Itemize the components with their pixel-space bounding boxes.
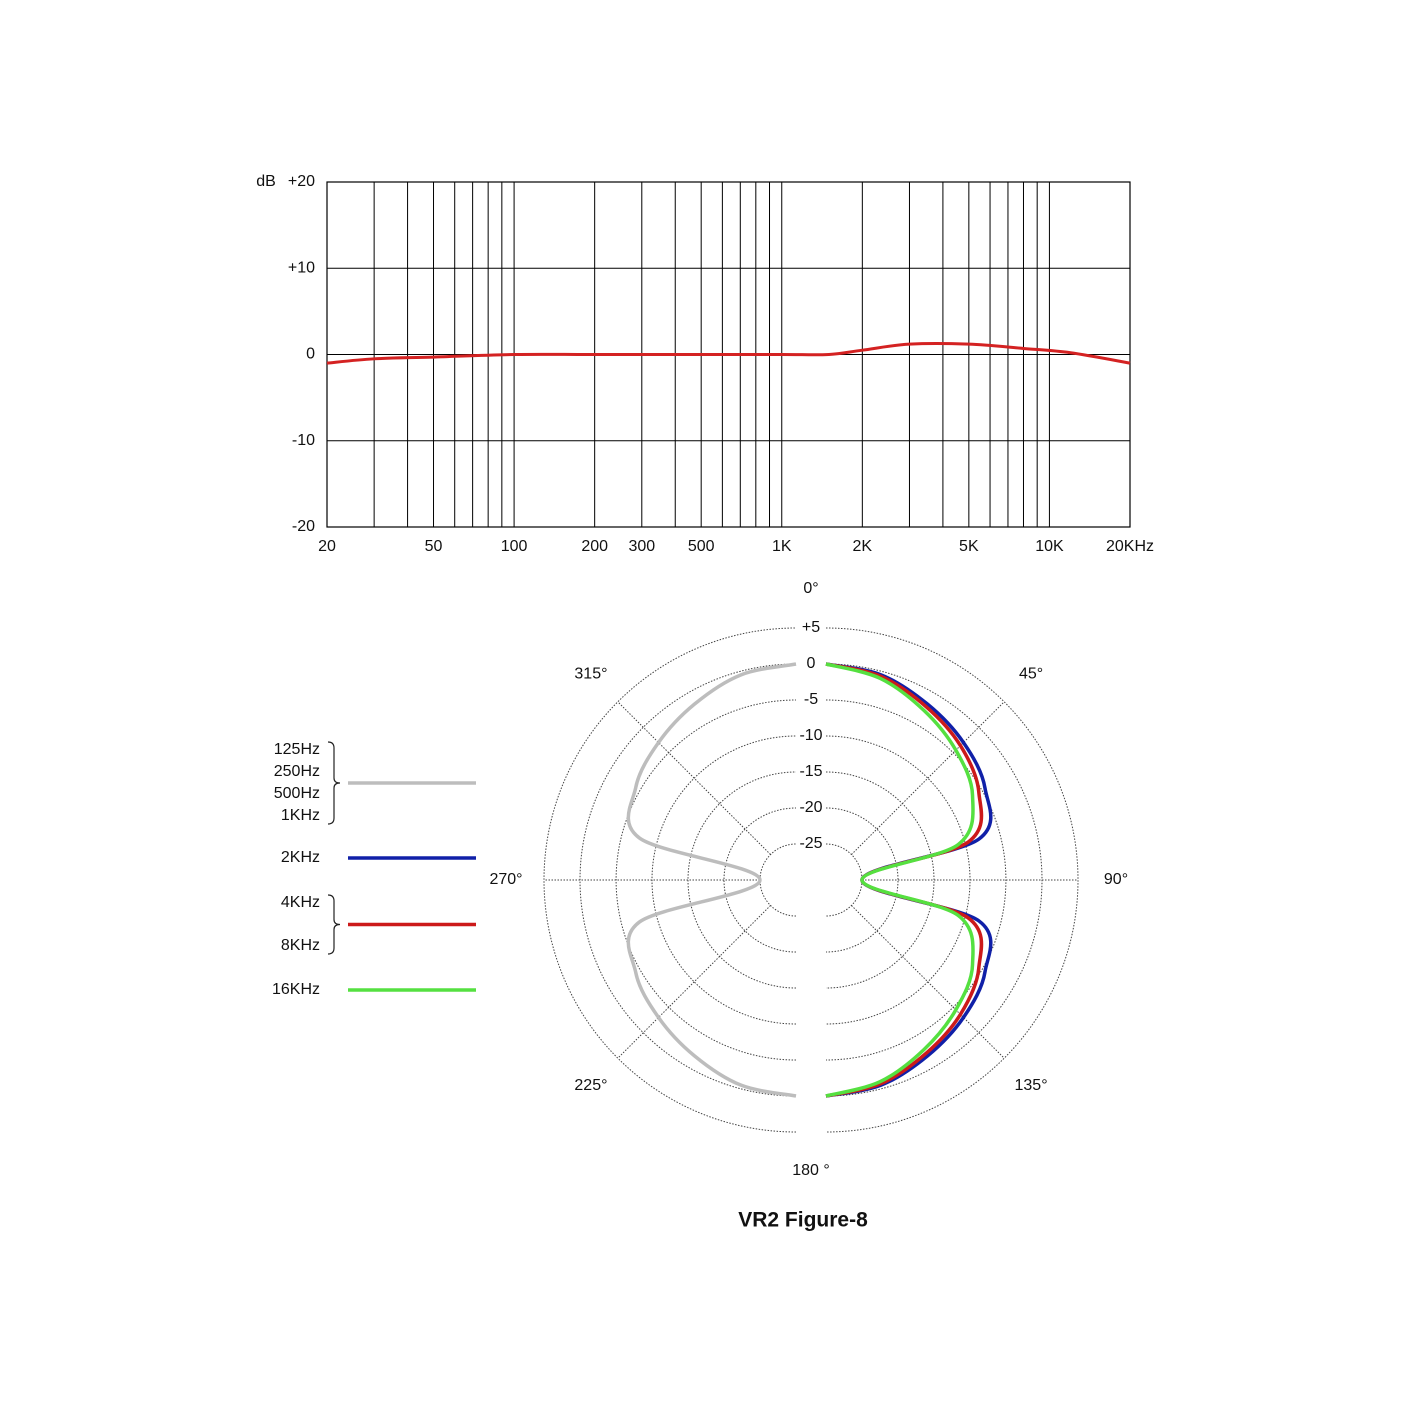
legend-label: 2KHz <box>281 849 320 866</box>
theta-tick-label: 0° <box>803 580 818 597</box>
x-tick-label: 500 <box>688 538 715 555</box>
legend-brace <box>327 741 341 825</box>
theta-tick-label: 90° <box>1104 871 1128 888</box>
legend-label: 16KHz <box>272 981 320 998</box>
x-tick-label: 50 <box>425 538 443 555</box>
legend-label: 125Hz <box>274 741 320 758</box>
r-tick-label: -20 <box>799 799 822 816</box>
r-tick-label: -25 <box>799 835 822 852</box>
polar-title: VR2 Figure-8 <box>738 1209 868 1232</box>
grid-spoke <box>851 701 1005 855</box>
grid-ring <box>543 627 1079 1133</box>
response-line <box>326 342 1131 365</box>
x-tick-label: 2K <box>853 538 873 555</box>
y-tick-label: -10 <box>292 432 315 449</box>
x-tick-label: 20KHz <box>1106 538 1154 555</box>
grid-spoke <box>617 701 771 855</box>
x-tick-label: 1K <box>772 538 792 555</box>
x-tick-label: 100 <box>501 538 528 555</box>
r-tick-label: +5 <box>802 619 820 636</box>
theta-tick-label: 315° <box>574 665 607 682</box>
polar-curve <box>825 662 975 1098</box>
grid-ring <box>759 843 863 917</box>
r-tick-label: 0 <box>807 655 816 672</box>
legend-label: 500Hz <box>274 785 320 802</box>
r-tick-label: -5 <box>804 691 818 708</box>
grid-spoke <box>851 905 1005 1059</box>
legend-brace <box>327 894 341 955</box>
legend-label: 8KHz <box>281 937 320 954</box>
theta-tick-label: 180 ° <box>792 1162 830 1179</box>
legend-label: 250Hz <box>274 763 320 780</box>
x-tick-label: 20 <box>318 538 336 555</box>
grid-spoke <box>617 905 771 1059</box>
legend-label: 4KHz <box>281 894 320 911</box>
y-axis-label: dB <box>256 173 276 190</box>
grid-ring <box>615 699 1007 1061</box>
y-tick-label: 0 <box>306 346 315 363</box>
legend-label: 1KHz <box>281 807 320 824</box>
theta-tick-label: 135° <box>1015 1077 1048 1094</box>
polar-curve <box>626 662 797 1098</box>
theta-tick-label: 45° <box>1019 665 1043 682</box>
y-tick-label: +10 <box>288 259 315 276</box>
x-tick-label: 200 <box>581 538 608 555</box>
x-tick-label: 300 <box>628 538 655 555</box>
r-tick-label: -15 <box>799 763 822 780</box>
grid-ring <box>723 807 899 953</box>
theta-tick-label: 225° <box>574 1077 607 1094</box>
y-tick-label: -20 <box>292 518 315 535</box>
theta-tick-label: 270° <box>489 871 522 888</box>
x-tick-label: 10K <box>1035 538 1064 555</box>
r-tick-label: -10 <box>799 727 822 744</box>
x-tick-label: 5K <box>959 538 979 555</box>
y-tick-label: +20 <box>288 173 315 190</box>
